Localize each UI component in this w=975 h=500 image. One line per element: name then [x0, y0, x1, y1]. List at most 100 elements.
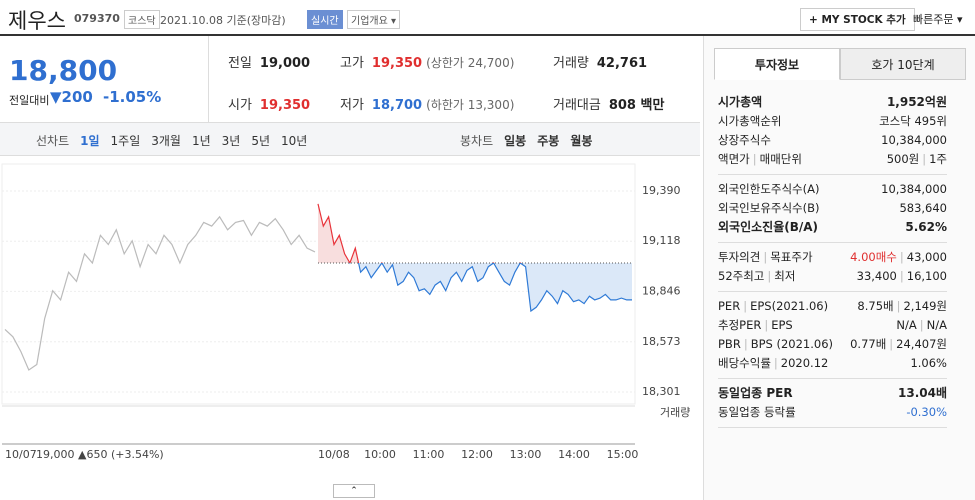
realtime-badge[interactable]: 실시간	[307, 10, 343, 29]
tab[interactable]: 주봉	[537, 134, 560, 148]
tab[interactable]: 1년	[191, 134, 211, 148]
info-value: 4.00매수 | 43,000	[850, 249, 947, 265]
label-part: 매매단위	[759, 151, 802, 166]
info-label: 시가총액	[718, 93, 762, 110]
info-value: 583,640	[899, 201, 947, 215]
separator: |	[743, 298, 748, 313]
summary-value: 42,761	[596, 56, 648, 71]
tab[interactable]: 10년	[281, 134, 308, 148]
info-row: 투자의견 | 목표주가 4.00매수 | 43,000	[718, 247, 947, 266]
value-part: 16,100	[906, 268, 947, 283]
stock-code: 079370	[74, 12, 120, 25]
summary-item: 전일 19,000	[228, 52, 310, 71]
label-part: PBR	[718, 336, 741, 351]
summary-item: 고가 19,350 (상한가 24,700)	[340, 52, 514, 71]
info-group: 외국인한도주식수(A) 10,384,000 외국인보유주식수(B) 583,640 외…	[718, 175, 947, 243]
info-value: N/A | N/A	[896, 318, 947, 332]
tab[interactable]: 3개월	[151, 134, 181, 148]
candle-tabs: 봉차트 일봉 주봉 월봉	[460, 132, 603, 149]
separator: |	[767, 268, 772, 283]
x-tick-label: 10:00	[364, 448, 396, 461]
info-label: 배당수익률 | 2020.12	[718, 355, 828, 371]
label-part: 배당수익률	[718, 355, 771, 370]
summary-note: (하한가 13,300)	[426, 98, 515, 112]
info-value: 10,384,000	[881, 182, 947, 196]
info-group: 투자의견 | 목표주가 4.00매수 | 43,000 52주최고 | 최저 33,400 | 16,…	[718, 243, 947, 292]
summary-label: 거래량	[553, 56, 589, 71]
info-value: 1.06%	[910, 356, 947, 370]
change: ▼200	[50, 88, 93, 106]
value-part: 10,384,000	[881, 181, 947, 196]
chart-tabs: 선차트 1일 1주일 3개월 1년 3년 5년 10년 봉차트 일봉 주봉 월봉	[0, 123, 700, 156]
value-part: 1,952억원	[886, 95, 947, 109]
info-value: 13.04배	[898, 384, 947, 401]
info-value: 8.75배 | 2,149원	[857, 298, 947, 314]
info-row: 시가총액 1,952억원	[718, 92, 947, 111]
line-tabs: 선차트 1일 1주일 3개월 1년 3년 5년 10년	[36, 132, 318, 149]
info-label: 52주최고 | 최저	[718, 268, 795, 284]
info-row: 외국인한도주식수(A) 10,384,000	[718, 179, 947, 198]
info-value: 500원 | 1주	[887, 151, 947, 167]
label-part: 시가총액	[718, 95, 763, 109]
info-label: PER | EPS(2021.06)	[718, 299, 828, 313]
summary-label: 시가	[228, 98, 252, 113]
overview-text: 기업개요	[351, 16, 388, 27]
value-part: 1주	[929, 151, 947, 166]
info-row: 상장주식수 10,384,000	[718, 130, 947, 149]
info-tab[interactable]: 투자정보	[714, 48, 840, 80]
y-tick-label: 19,390	[642, 184, 681, 197]
change-rate: -1.05%	[103, 88, 162, 106]
y-tick-label: 18,846	[642, 284, 681, 297]
value-part: 33,400	[856, 268, 897, 283]
value-part: 13.04배	[898, 386, 947, 400]
tab[interactable]: 3년	[221, 134, 241, 148]
tab[interactable]: 1일	[80, 134, 100, 148]
info-tabs: 투자정보 호가 10단계	[714, 48, 966, 80]
current-price: 18,800	[9, 54, 118, 87]
overview-button[interactable]: 기업개요 ▾	[347, 10, 401, 29]
value-part: 583,640	[899, 200, 947, 215]
label-part: 액면가	[718, 151, 750, 166]
value-part: 2,149원	[903, 298, 947, 313]
info-row: 액면가 | 매매단위 500원 | 1주	[718, 149, 947, 168]
info-value: -0.30%	[906, 405, 947, 419]
info-label: 시가총액순위	[718, 113, 781, 129]
value-part: 코스닥 495위	[879, 113, 947, 128]
info-group: 동일업종 PER 13.04배 동일업종 등락률 -0.30%	[718, 379, 947, 428]
info-tab[interactable]: 호가 10단계	[840, 48, 966, 80]
y-tick-label: 18,573	[642, 335, 681, 348]
x-tick-label: 15:00	[607, 448, 639, 461]
info-label: 추정PER | EPS	[718, 317, 793, 333]
summary-item: 거래대금 808 백만	[553, 94, 664, 113]
quick-order-text: 빠른주문	[913, 13, 954, 26]
label-part: 목표주가	[770, 249, 813, 264]
separator: |	[899, 268, 904, 283]
x-tick-label: 11:00	[413, 448, 445, 461]
mystock-button[interactable]: + MY STOCK 추가	[800, 8, 915, 31]
summary-label: 저가	[340, 98, 364, 113]
label-part: EPS	[771, 317, 793, 332]
collapse-button[interactable]: ⌃	[333, 484, 375, 498]
value-part: 5.62%	[905, 219, 947, 234]
info-row: 시가총액순위 코스닥 495위	[718, 111, 947, 130]
info-label: PBR | BPS (2021.06)	[718, 337, 833, 351]
value-part: 43,000	[906, 249, 947, 264]
quick-order[interactable]: 빠른주문 ▾	[913, 13, 963, 26]
tab[interactable]: 1주일	[110, 134, 141, 148]
info-value: 10,384,000	[881, 133, 947, 147]
info-row: 외국인보유주식수(B) 583,640	[718, 198, 947, 217]
tab[interactable]: 월봉	[570, 134, 593, 148]
tab[interactable]: 5년	[251, 134, 271, 148]
prev-summary: 19,000 ▲650 (+3.54%)	[36, 448, 164, 461]
x-tick-label: 14:00	[558, 448, 590, 461]
info-value: 33,400 | 16,100	[857, 269, 947, 283]
info-row: 외국인소진율(B/A) 5.62%	[718, 217, 947, 236]
tab[interactable]: 일봉	[504, 134, 527, 148]
info-label: 외국인소진율(B/A)	[718, 218, 818, 235]
summary-value: 19,350	[371, 56, 423, 71]
summary-item: 거래량 42,761	[553, 52, 647, 71]
